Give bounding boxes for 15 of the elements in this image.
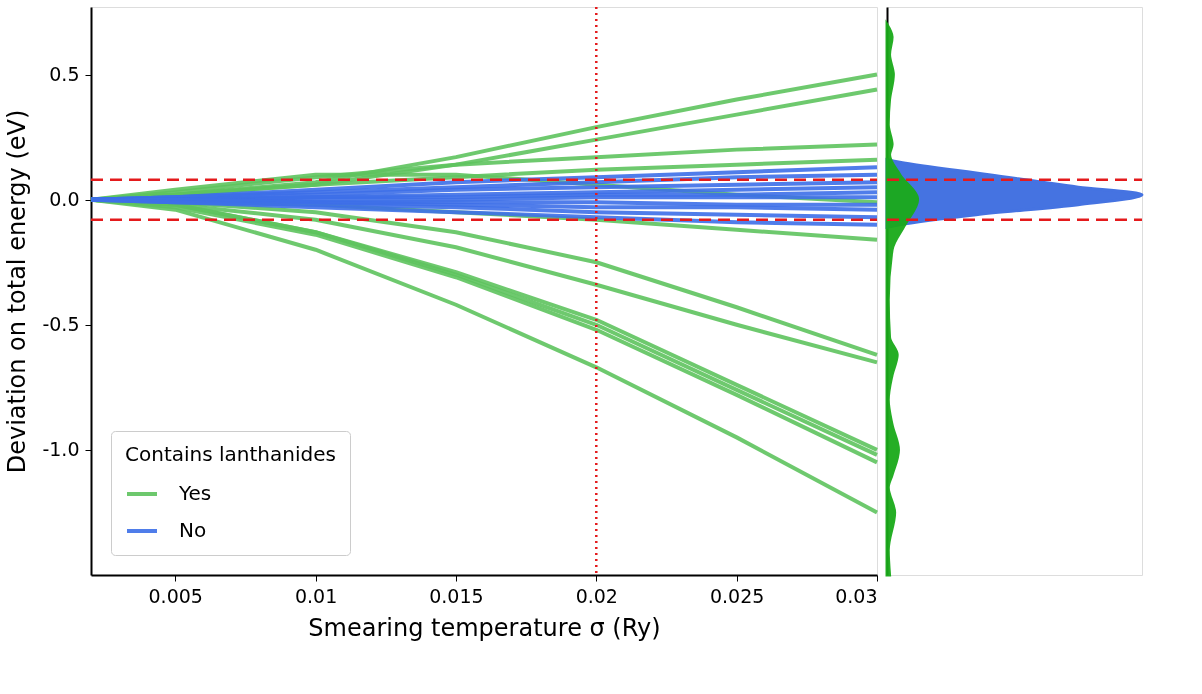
x-axis-title: Smearing temperature σ (Ry) xyxy=(308,613,661,642)
x-tick-label: 0.025 xyxy=(709,584,765,607)
legend-label: No xyxy=(179,518,207,542)
x-tick-label: 0.005 xyxy=(148,584,203,607)
x-tick-label: 0.01 xyxy=(294,584,338,607)
y-tick-label: -0.5 xyxy=(42,313,80,336)
y-tick-label: 0.5 xyxy=(49,63,80,86)
y-tick-label: -1.0 xyxy=(42,438,80,461)
legend-title: Contains lanthanides xyxy=(125,442,336,466)
x-tick-label: 0.02 xyxy=(575,584,618,607)
x-tick-label: 0.015 xyxy=(429,584,484,607)
x-tick-label: 0.03 xyxy=(835,584,878,607)
y-tick-label: 0.0 xyxy=(49,188,80,211)
legend-label: Yes xyxy=(178,481,212,505)
y-axis-title: Deviation on total energy (eV) xyxy=(3,109,32,474)
